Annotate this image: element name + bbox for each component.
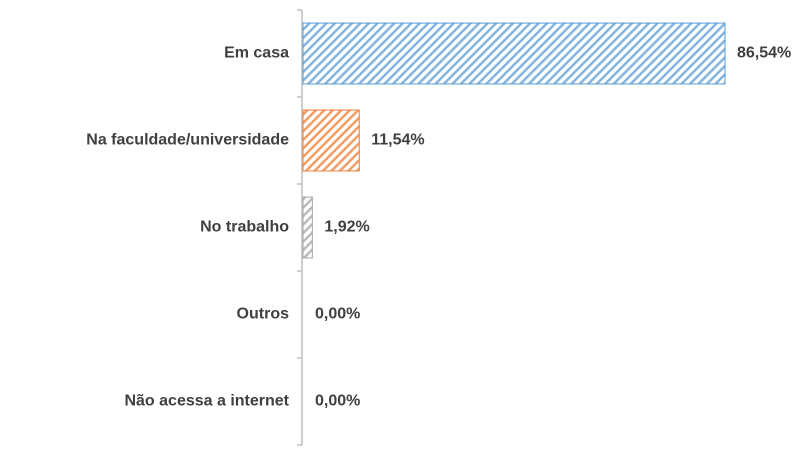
category-label: No trabalho <box>200 219 289 236</box>
value-label: 0,00% <box>315 393 360 410</box>
category-label: Em casa <box>224 45 289 62</box>
value-label: 1,92% <box>324 219 369 236</box>
category-label: Outros <box>237 306 290 323</box>
category-label: Na faculdade/universidade <box>86 132 289 149</box>
bar <box>302 196 313 259</box>
bar <box>302 109 360 172</box>
category-label: Não acessa a internet <box>124 393 289 410</box>
bar <box>302 22 726 85</box>
value-label: 0,00% <box>315 306 360 323</box>
value-label: 86,54% <box>737 45 791 62</box>
value-label: 11,54% <box>371 132 424 149</box>
